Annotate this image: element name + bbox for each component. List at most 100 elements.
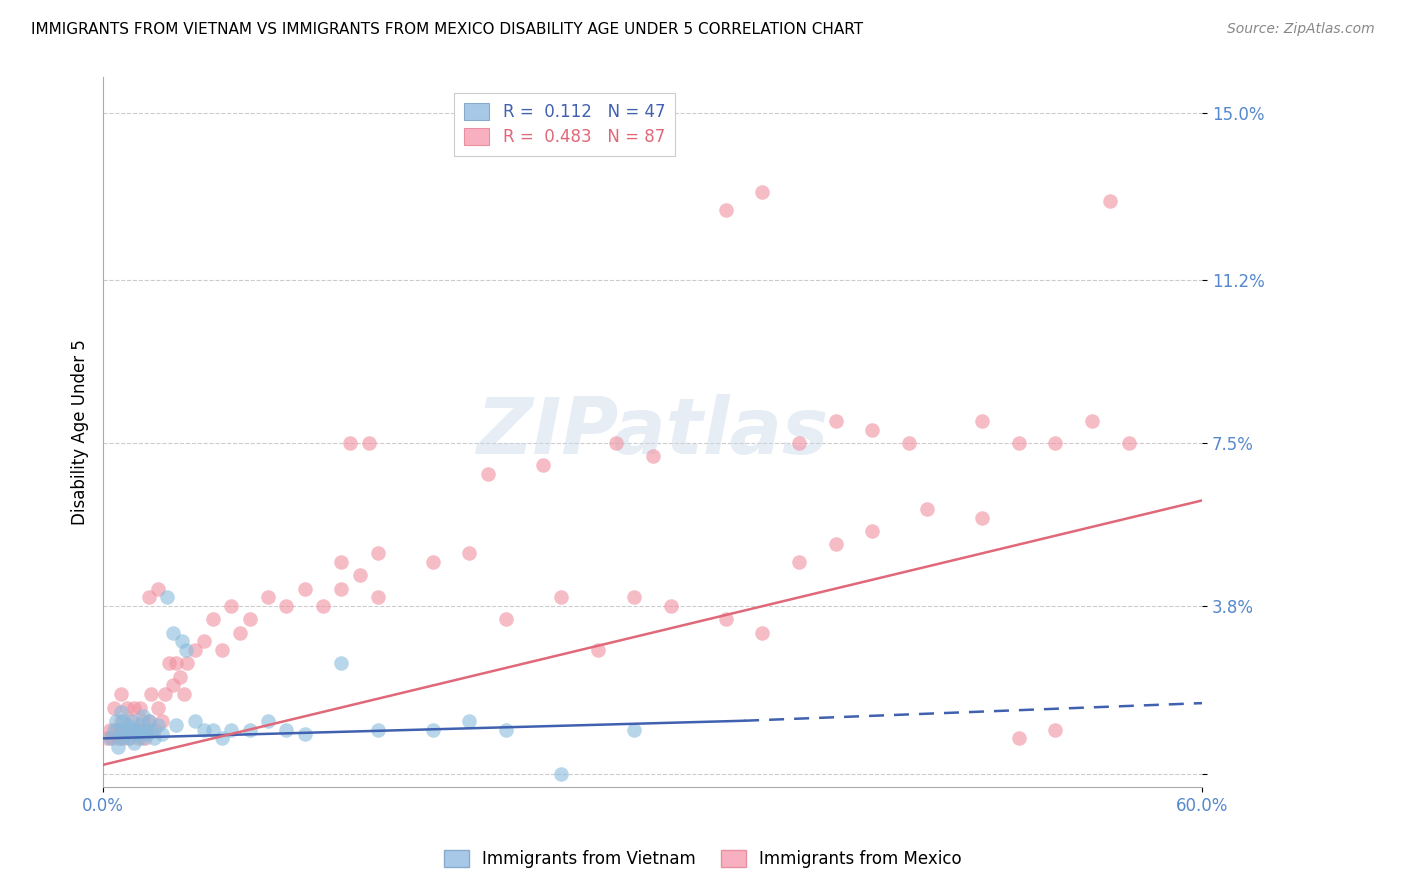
Point <box>339 436 361 450</box>
Point <box>751 185 773 199</box>
Point <box>131 731 153 746</box>
Point <box>330 582 353 596</box>
Point <box>659 599 682 614</box>
Point <box>714 202 737 217</box>
Point <box>193 723 215 737</box>
Point <box>110 705 132 719</box>
Point <box>221 599 243 614</box>
Point <box>169 670 191 684</box>
Point <box>751 625 773 640</box>
Point <box>107 731 129 746</box>
Point <box>104 714 127 728</box>
Point <box>367 591 389 605</box>
Point <box>165 718 187 732</box>
Point <box>146 582 169 596</box>
Point <box>229 625 252 640</box>
Point <box>122 700 145 714</box>
Point <box>257 591 280 605</box>
Point <box>100 723 122 737</box>
Point <box>173 687 195 701</box>
Point <box>157 657 180 671</box>
Point <box>121 714 143 728</box>
Point <box>1008 731 1031 746</box>
Point <box>121 723 143 737</box>
Point <box>104 723 127 737</box>
Point <box>641 450 664 464</box>
Point <box>477 467 499 481</box>
Point <box>146 700 169 714</box>
Point <box>138 714 160 728</box>
Point <box>134 723 156 737</box>
Point <box>155 687 177 701</box>
Legend: R =  0.112   N = 47, R =  0.483   N = 87: R = 0.112 N = 47, R = 0.483 N = 87 <box>454 93 675 156</box>
Point <box>294 727 316 741</box>
Point <box>183 714 205 728</box>
Point <box>623 723 645 737</box>
Point <box>112 731 135 746</box>
Point <box>165 657 187 671</box>
Point <box>605 436 627 450</box>
Point <box>495 612 517 626</box>
Point <box>1008 436 1031 450</box>
Point <box>103 723 125 737</box>
Point <box>162 678 184 692</box>
Point <box>257 714 280 728</box>
Point <box>211 731 233 746</box>
Point <box>96 731 118 746</box>
Point <box>115 700 138 714</box>
Point <box>1081 414 1104 428</box>
Point <box>531 458 554 473</box>
Point <box>183 643 205 657</box>
Point <box>146 718 169 732</box>
Point <box>330 657 353 671</box>
Point <box>294 582 316 596</box>
Point <box>139 723 162 737</box>
Point <box>128 718 150 732</box>
Point <box>118 731 141 746</box>
Point <box>162 625 184 640</box>
Text: ZIPatlas: ZIPatlas <box>477 394 828 470</box>
Point <box>176 657 198 671</box>
Point <box>138 714 160 728</box>
Point <box>170 634 193 648</box>
Point <box>824 414 846 428</box>
Point <box>150 727 173 741</box>
Point <box>128 700 150 714</box>
Point <box>134 731 156 746</box>
Point <box>276 599 298 614</box>
Point <box>623 591 645 605</box>
Point <box>458 714 481 728</box>
Point <box>125 723 148 737</box>
Point <box>897 436 920 450</box>
Point <box>221 723 243 737</box>
Point <box>1099 194 1122 208</box>
Point <box>127 731 149 746</box>
Point <box>714 612 737 626</box>
Point <box>110 687 132 701</box>
Point <box>312 599 335 614</box>
Point <box>112 714 135 728</box>
Point <box>156 591 179 605</box>
Point <box>136 727 159 741</box>
Point <box>127 727 149 741</box>
Point <box>550 591 572 605</box>
Point <box>972 511 994 525</box>
Point <box>860 524 883 539</box>
Point <box>138 591 160 605</box>
Point <box>1045 723 1067 737</box>
Point <box>136 723 159 737</box>
Point <box>239 612 262 626</box>
Point <box>120 714 142 728</box>
Point <box>367 723 389 737</box>
Point <box>860 423 883 437</box>
Point <box>349 568 371 582</box>
Point <box>132 714 155 728</box>
Point <box>787 555 810 569</box>
Point <box>357 436 380 450</box>
Point <box>150 714 173 728</box>
Legend: Immigrants from Vietnam, Immigrants from Mexico: Immigrants from Vietnam, Immigrants from… <box>437 843 969 875</box>
Point <box>114 723 136 737</box>
Point <box>276 723 298 737</box>
Point <box>131 723 153 737</box>
Point <box>107 740 129 755</box>
